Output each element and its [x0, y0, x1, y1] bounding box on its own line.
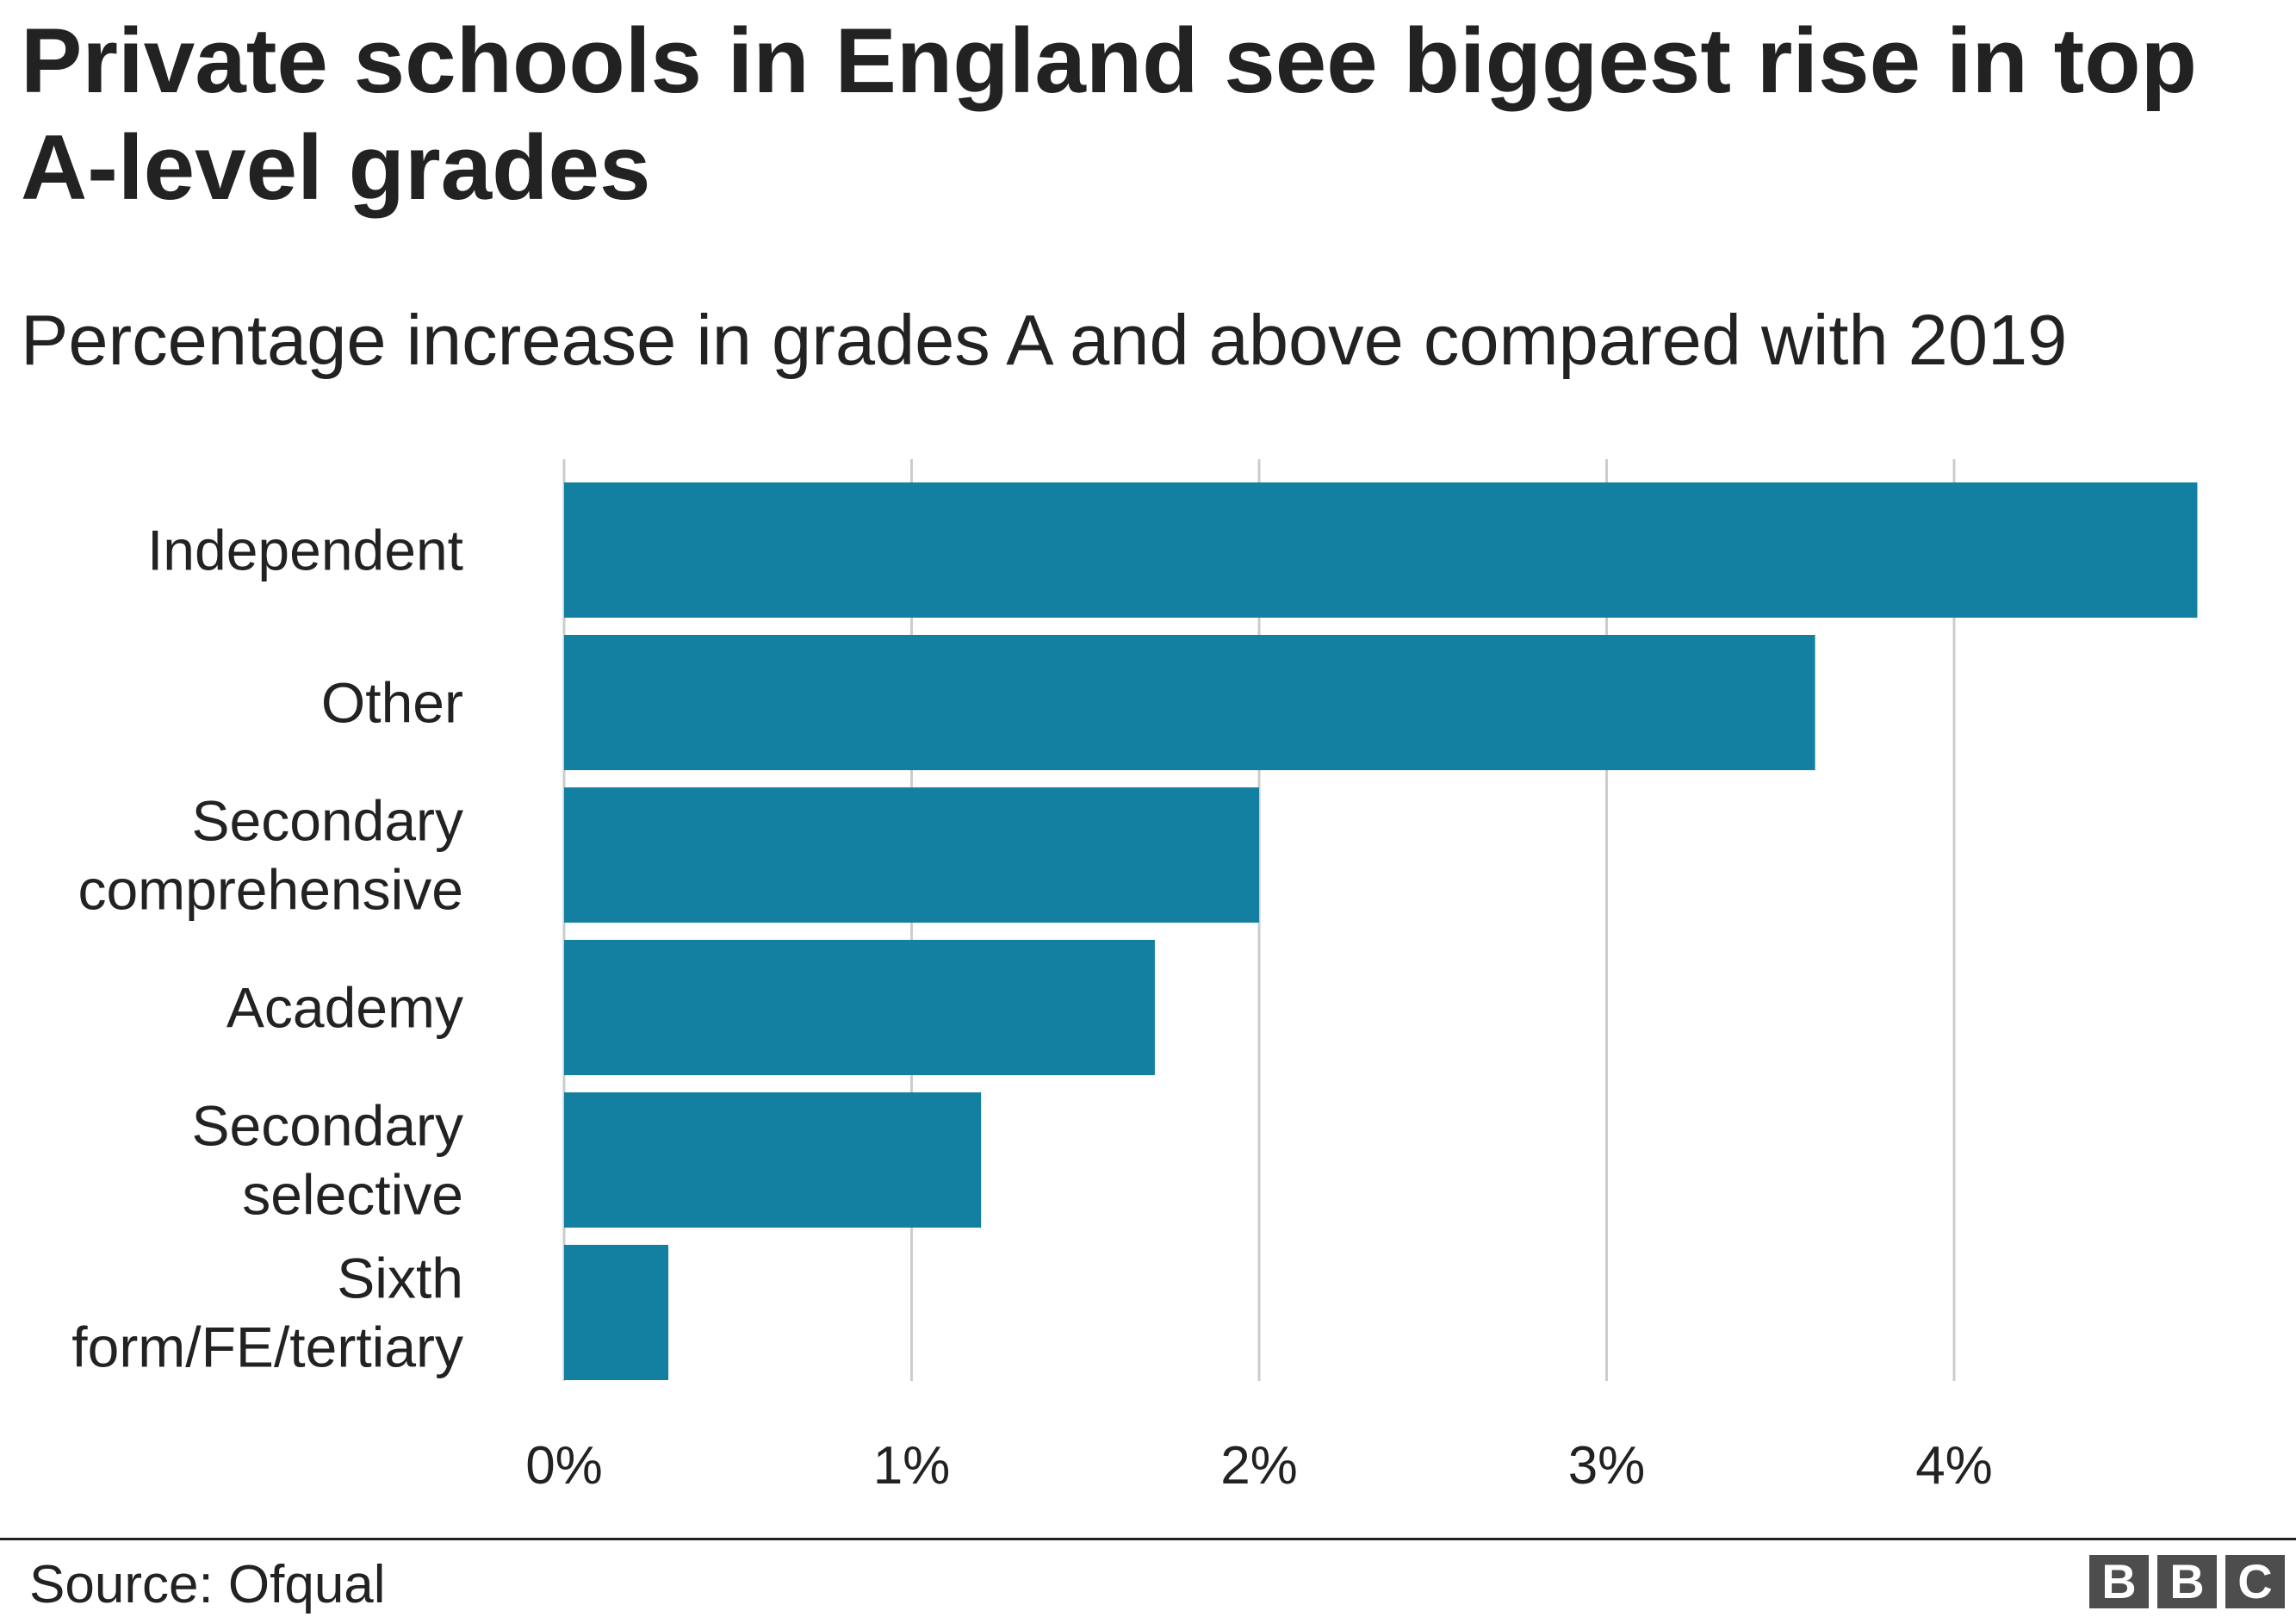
category-label-line: form/FE/tertiary	[71, 1315, 463, 1379]
x-tick-label: 2%	[1220, 1436, 1298, 1496]
bar	[564, 1092, 982, 1228]
category-label-line: Other	[321, 671, 463, 735]
category-label: Secondary selective	[191, 1094, 463, 1227]
bar	[564, 482, 2198, 618]
category-label: Academy	[226, 976, 463, 1040]
category-label-line: Secondary	[191, 789, 463, 853]
category-label-line: selective	[242, 1163, 463, 1227]
bbc-logo-letter-c: C	[2225, 1555, 2285, 1608]
chart-title: Private schools in England see biggest r…	[21, 9, 2197, 219]
x-tick-labels: 0% 1% 2% 3% 4%	[525, 1436, 1993, 1496]
bar	[564, 787, 1259, 923]
category-label-line: Academy	[226, 976, 463, 1040]
category-label-line: Independent	[147, 519, 463, 582]
bar	[564, 635, 1815, 770]
footer-divider	[0, 1538, 2296, 1540]
bbc-logo-letter-b2: B	[2157, 1555, 2217, 1608]
chart-subtitle: Percentage increase in grades A and abov…	[21, 300, 2068, 380]
category-label-line: comprehensive	[78, 858, 463, 922]
x-tick-label: 4%	[1915, 1436, 1993, 1496]
bbc-logo: B B C	[2089, 1555, 2285, 1608]
category-label-line: Sixth	[337, 1247, 463, 1310]
bar	[564, 940, 1155, 1075]
bbc-logo-letter-b1: B	[2089, 1555, 2149, 1608]
category-label-line: Secondary	[191, 1094, 463, 1158]
bar	[564, 1245, 669, 1380]
category-label: Secondary comprehensive	[78, 789, 463, 922]
bars	[564, 482, 2198, 1380]
source-note: Source: Ofqual	[29, 1555, 386, 1614]
category-label: Sixth form/FE/tertiary	[71, 1247, 463, 1379]
category-label: Other	[321, 671, 463, 735]
x-tick-label: 3%	[1568, 1436, 1646, 1496]
category-label: Independent	[147, 519, 463, 582]
x-tick-label: 1%	[873, 1436, 951, 1496]
x-tick-label: 0%	[525, 1436, 603, 1496]
